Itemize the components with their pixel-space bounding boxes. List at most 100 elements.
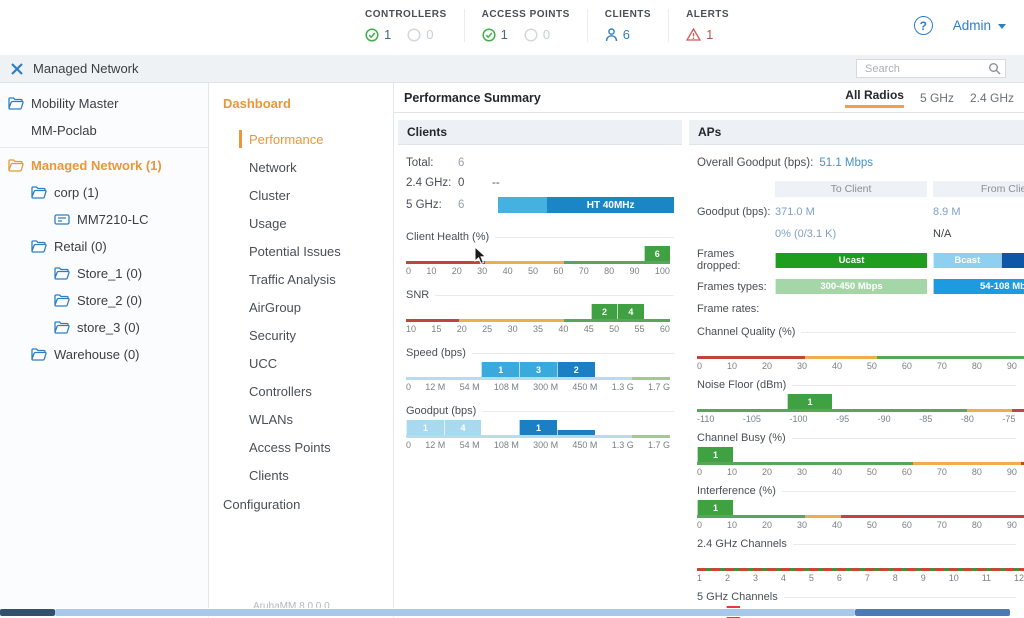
bar-segment: 1: [697, 447, 733, 462]
menu-item-network[interactable]: Network: [249, 159, 297, 175]
menu-item-access-points[interactable]: Access Points: [249, 439, 331, 455]
chart-tick-labels: -110-105-100-95-90-85-80-75-70: [697, 414, 1024, 424]
scrollbar-track[interactable]: [55, 609, 855, 616]
tab-all-radios[interactable]: All Radios: [845, 88, 904, 108]
scrollbar-thumb[interactable]: [855, 609, 1010, 616]
tick-label: 54 M: [459, 382, 480, 392]
ht-mode-segment: HT 40MHz: [547, 197, 674, 213]
stat-label: CLIENTS: [604, 9, 652, 20]
tick-label: 300 M: [533, 440, 559, 450]
scrollbar-left-cap[interactable]: [0, 609, 55, 616]
tab-5-ghz[interactable]: 5 GHz: [919, 90, 954, 105]
band-5-value: 6: [458, 199, 465, 211]
ht-mode-bar: HT 40MHz: [498, 197, 674, 213]
tick-label: -80: [960, 414, 974, 424]
overall-goodput-value: 51.1 Mbps: [819, 157, 874, 169]
sidebar-item-label: Managed Network (1): [31, 158, 162, 173]
tick-label: -90: [877, 414, 891, 424]
tick-label: 70: [936, 467, 947, 477]
tick-label: -95: [836, 414, 850, 424]
circle-icon: [407, 27, 421, 42]
tick-label: 11: [981, 573, 992, 583]
tick-label: 60: [901, 361, 912, 371]
sidebar-item-mm-poclab[interactable]: MM-Poclab: [0, 117, 208, 148]
menu-item-wlans[interactable]: WLANs: [249, 411, 294, 427]
tick-label: 30: [477, 266, 488, 276]
tick-label: -75: [1002, 414, 1016, 424]
tick-label: 40: [831, 467, 842, 477]
stat-value: 1: [706, 27, 714, 42]
chart-channel-busy: Channel Busy (%)10102030405060708090100: [689, 432, 1024, 477]
chart-ch24: 2.4 GHz Channels12345678910111213: [689, 538, 1024, 583]
menu-item-ucc[interactable]: UCC: [249, 355, 278, 371]
menu-item-configuration[interactable]: Configuration: [223, 497, 301, 512]
tick-label: 10: [726, 361, 737, 371]
sidebar-item-managed-network-1[interactable]: Managed Network (1): [0, 152, 208, 179]
sidebar-item-corp-1[interactable]: corp (1): [0, 179, 208, 206]
menu-heading-dashboard[interactable]: Dashboard: [223, 96, 291, 111]
tick-label: 70: [578, 266, 589, 276]
sidebar-item-retail-0[interactable]: Retail (0): [0, 233, 208, 260]
stat-value: 1: [500, 27, 508, 42]
cell-value: 8.9 M: [933, 205, 961, 218]
menu-item-security[interactable]: Security: [249, 327, 296, 343]
search-icon[interactable]: [988, 62, 1001, 80]
tick-label: 100: [654, 266, 670, 276]
folder-icon: [54, 294, 70, 307]
sidebar-item-store-2-0[interactable]: Store_2 (0): [0, 287, 208, 314]
overall-goodput-row: Overall Goodput (bps): 51.1 Mbps: [689, 153, 1024, 181]
tab-2-4-ghz[interactable]: 2.4 GHz: [969, 90, 1014, 105]
tick-label: 80: [971, 520, 982, 530]
tick-label: 7: [864, 573, 870, 583]
tick-label: 70: [936, 520, 947, 530]
horizontal-scrollbar[interactable]: [0, 608, 1024, 617]
axis-zone: [406, 435, 633, 438]
cell-value: 371.0 M: [775, 205, 815, 218]
stat-item: 1: [482, 27, 508, 42]
tick-label: 30: [796, 467, 807, 477]
axis-zone: [1012, 409, 1024, 412]
menu-item-cluster[interactable]: Cluster: [249, 187, 291, 203]
sidebar-item-label: Mobility Master: [31, 96, 119, 111]
menu-item-performance[interactable]: Performance: [235, 125, 393, 153]
controller-icon: [54, 214, 70, 225]
menu-item-potential-issues[interactable]: Potential Issues: [249, 243, 341, 259]
axis-zone: [564, 261, 670, 264]
tick-label: 50: [609, 324, 620, 334]
sidebar-item-store-3-0[interactable]: store_3 (0): [0, 314, 208, 341]
menu-item-controllers[interactable]: Controllers: [249, 383, 312, 399]
bar-segment: 1: [481, 362, 520, 377]
tick-label: 40: [502, 266, 513, 276]
sidebar-item-label: corp (1): [54, 185, 99, 200]
menu-item-airgroup[interactable]: AirGroup: [249, 299, 302, 315]
network-tree: Mobility Master MM-Poclab Managed Network …: [0, 83, 209, 618]
tick-label: -100: [789, 414, 808, 424]
chart-noise-floor: Noise Floor (dBm) 1 -110 -105 -100 -95 -90 -85 -…: [689, 379, 1024, 424]
sidebar-item-store-1-0[interactable]: Store_1 (0): [0, 260, 208, 287]
menu-item-usage[interactable]: Usage: [249, 215, 287, 231]
search-input[interactable]: [856, 59, 1006, 79]
sidebar-item-warehouse-0[interactable]: Warehouse (0): [0, 341, 208, 368]
tick-label: 12 M: [425, 382, 446, 392]
tick-label: 20: [451, 266, 462, 276]
admin-menu[interactable]: Admin: [953, 18, 1006, 33]
chart-title: 5 GHz Channels: [697, 591, 1016, 603]
axis-zone: [458, 319, 565, 322]
bar-segment: 1: [697, 500, 733, 515]
help-icon[interactable]: ?: [913, 16, 933, 35]
close-icon[interactable]: [10, 62, 24, 76]
tick-label: 0: [697, 361, 703, 371]
sidebar-item-mm7210-lc[interactable]: MM7210-LC: [0, 206, 208, 233]
chart-bars: [697, 552, 1024, 568]
tick-label: 450 M: [572, 382, 598, 392]
chart-title: 2.4 GHz Channels: [697, 538, 1016, 550]
sidebar-item-mobility-master[interactable]: Mobility Master: [0, 90, 208, 117]
menu-item-traffic-analysis[interactable]: Traffic Analysis: [249, 271, 336, 287]
aps-panel: APs Overall Goodput (bps): 51.1 Mbps To …: [689, 120, 1024, 618]
dashboard-menu: Dashboard Performance Network Cluster Usage…: [209, 83, 394, 618]
menu-item-clients[interactable]: Clients: [249, 467, 289, 483]
bar-segment: 3: [519, 362, 557, 377]
chart-interference: Interference (%)10102030405060708090100: [689, 485, 1024, 530]
